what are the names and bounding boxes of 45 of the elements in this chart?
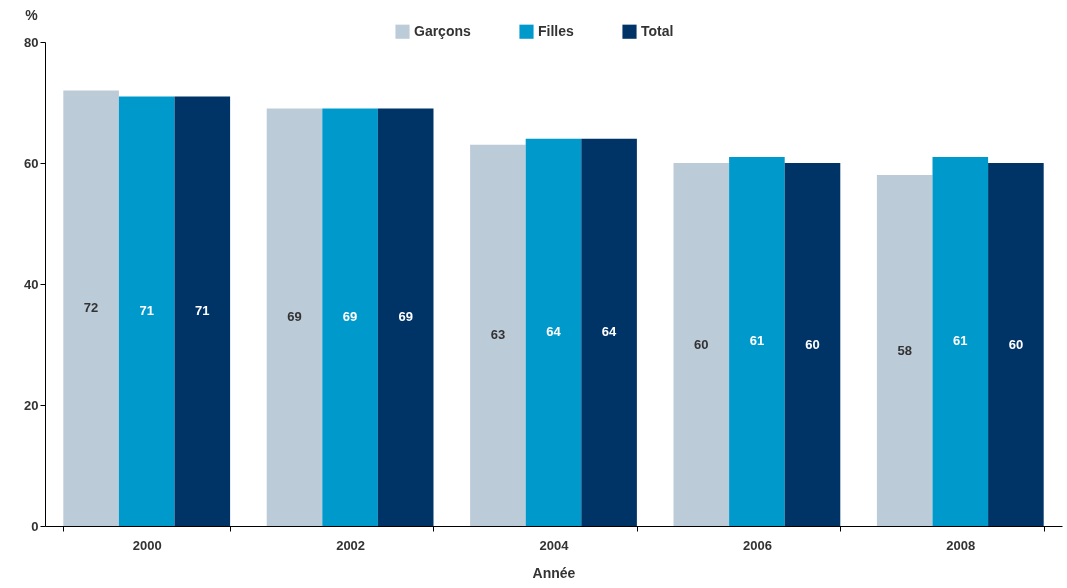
x-tick-label: 2004 (539, 537, 570, 553)
y-tick-label: 60 (24, 155, 39, 171)
bar (174, 96, 231, 526)
bar (470, 144, 526, 526)
bar (784, 163, 841, 526)
y-tick-label: 80 (24, 34, 39, 50)
bar (932, 156, 989, 526)
bar (118, 96, 175, 526)
data-label: 63 (490, 327, 506, 343)
bar (988, 163, 1044, 526)
data-label: 72 (83, 300, 99, 316)
legend-label: Filles (538, 22, 575, 39)
bar (377, 108, 434, 526)
data-label: 60 (805, 336, 820, 352)
x-axis-title: Année (532, 564, 576, 581)
data-label: 69 (287, 309, 302, 325)
data-label: 60 (694, 336, 709, 352)
data-label: 64 (546, 324, 562, 340)
data-label: 60 (1008, 336, 1024, 352)
bar (581, 138, 637, 526)
x-tick-label: 2000 (132, 537, 162, 553)
bar (525, 138, 582, 526)
y-tick-label: 20 (24, 397, 39, 413)
bar (266, 108, 323, 526)
bar (729, 156, 785, 526)
data-label: 69 (398, 309, 413, 325)
data-label: 61 (953, 333, 968, 349)
x-tick-label: 2006 (742, 537, 772, 553)
y-tick-label: 0 (31, 518, 39, 534)
data-label: 69 (342, 309, 358, 325)
data-label: 61 (749, 333, 765, 349)
y-axis-title: % (25, 6, 39, 23)
x-tick-label: 2008 (946, 537, 976, 553)
legend-label: Garçons (414, 22, 472, 39)
bar (673, 163, 730, 526)
data-label: 58 (897, 342, 912, 358)
data-label: 71 (195, 303, 210, 319)
bar (876, 175, 933, 526)
legend-label: Total (641, 22, 674, 39)
bar (63, 90, 119, 526)
data-label: 64 (601, 324, 618, 340)
x-tick-label: 2002 (336, 537, 366, 553)
y-tick-label: 40 (24, 276, 39, 292)
bar (322, 108, 378, 526)
data-label: 71 (139, 303, 154, 319)
